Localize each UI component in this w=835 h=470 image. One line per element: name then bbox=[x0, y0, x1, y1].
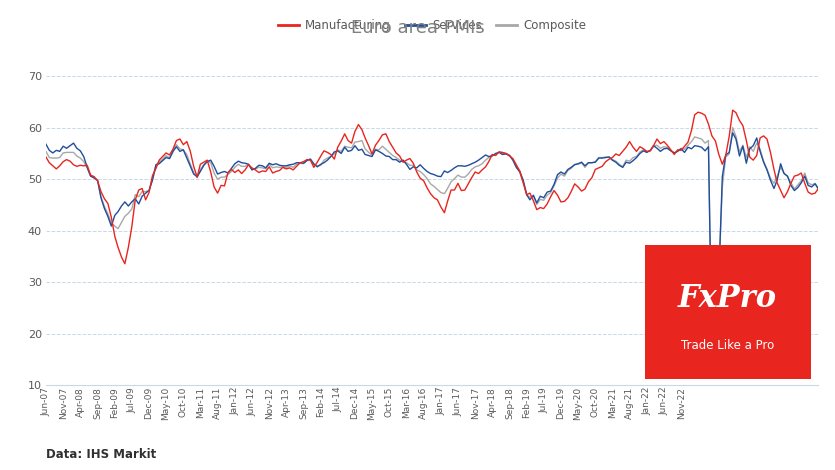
Text: Trade Like a Pro: Trade Like a Pro bbox=[681, 339, 774, 352]
Legend: Manufacturing, Services, Composite: Manufacturing, Services, Composite bbox=[273, 14, 591, 37]
Text: FxPro: FxPro bbox=[678, 283, 777, 314]
Text: Euro area PMIs: Euro area PMIs bbox=[351, 19, 484, 37]
Text: Data: IHS Markit: Data: IHS Markit bbox=[46, 447, 156, 461]
